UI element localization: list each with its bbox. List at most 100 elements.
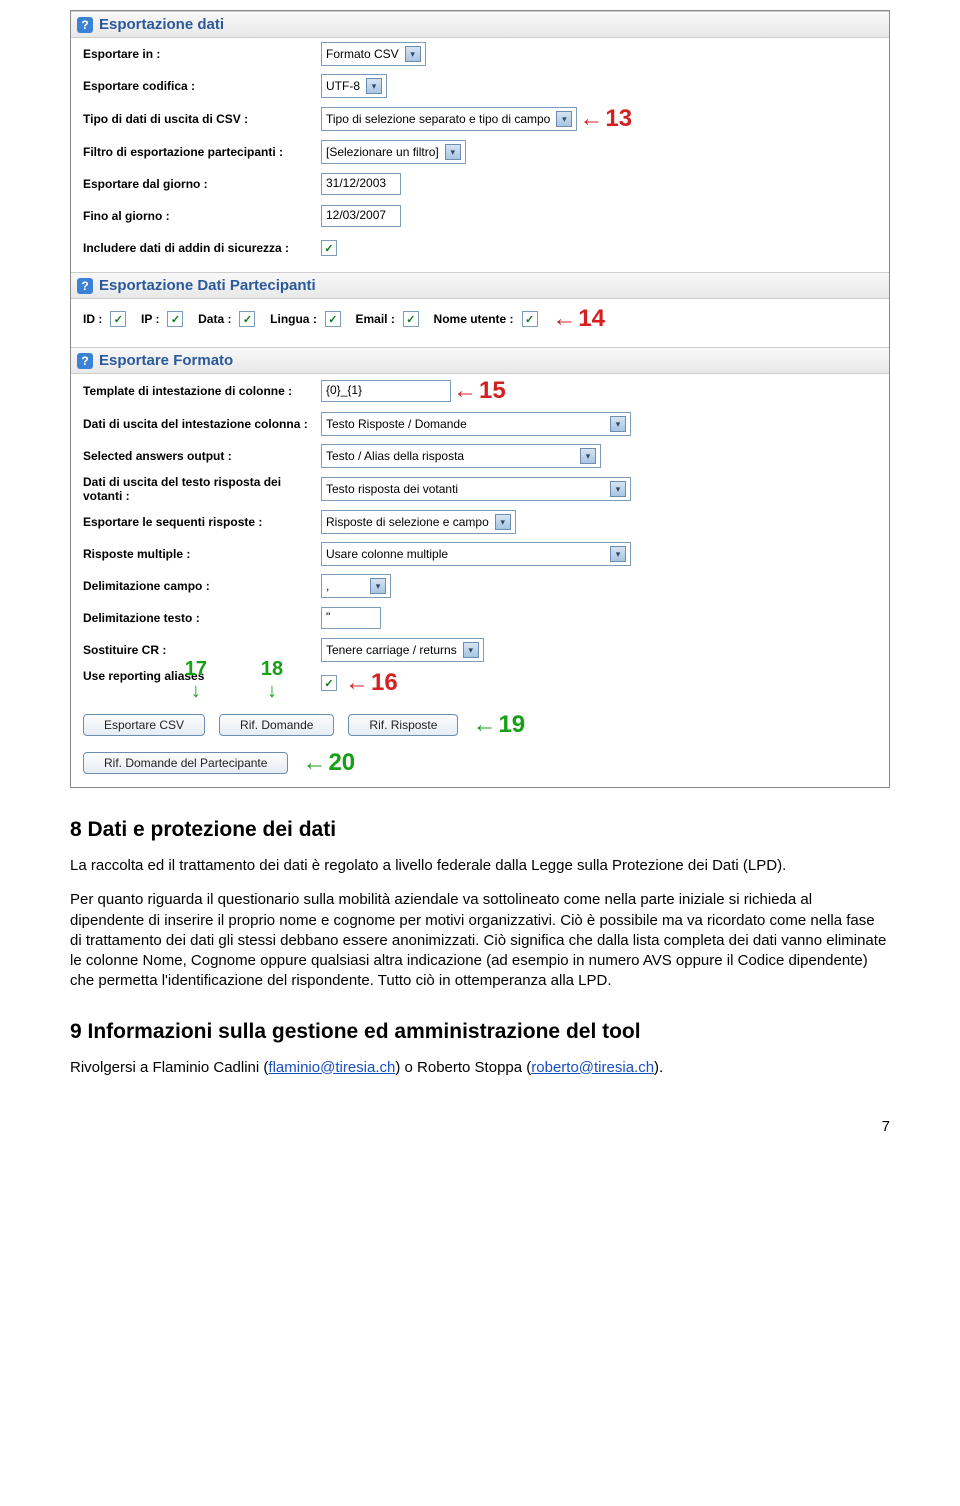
chevron-down-icon: ▾ <box>556 111 572 127</box>
row-field-delim: Delimitazione campo : , ▾ <box>71 570 889 602</box>
callout-17: 17 ↓ <box>185 658 207 701</box>
select-cr[interactable]: Tenere carriage / returns ▾ <box>321 638 484 662</box>
rif-risposte-button[interactable]: Rif. Risposte <box>348 714 458 736</box>
row-encoding: Esportare codifica : UTF-8 ▾ <box>71 70 889 102</box>
input-to-day[interactable]: 12/03/2007 <box>321 205 401 227</box>
button-row-2: Rif. Domande del Partecipante ← 20 <box>71 745 889 787</box>
checkbox-lang[interactable]: ✓ <box>325 311 341 327</box>
chevron-down-icon: ▾ <box>610 416 626 432</box>
label: Dati di uscita del testo risposta dei vo… <box>83 475 321 503</box>
chevron-down-icon: ▾ <box>610 481 626 497</box>
arrow-down-icon: ↓ <box>267 681 277 701</box>
select-csv-type[interactable]: Tipo di selezione separato e tipo di cam… <box>321 107 577 131</box>
select-export-responses[interactable]: Risposte di selezione e campo ▾ <box>321 510 516 534</box>
label: Selected answers output : <box>83 449 321 463</box>
help-icon[interactable]: ? <box>77 17 93 33</box>
chevron-down-icon: ▾ <box>610 546 626 562</box>
select-filter[interactable]: [Selezionare un filtro] ▾ <box>321 140 466 164</box>
rif-domande-partecipante-button[interactable]: Rif. Domande del Partecipante <box>83 752 288 774</box>
label: Esportare le sequenti risposte : <box>83 515 321 529</box>
label-data: Data : <box>198 312 231 326</box>
page-number: 7 <box>0 1118 890 1135</box>
label-email: Email : <box>356 312 395 326</box>
label: Delimitazione testo : <box>83 611 321 625</box>
row-export-in: Esportare in : Formato CSV ▾ <box>71 38 889 70</box>
row-multiple: Risposte multiple : Usare colonne multip… <box>71 538 889 570</box>
row-text-delim: Delimitazione testo : " <box>71 602 889 634</box>
label: Template di intestazione di colonne : <box>83 384 321 398</box>
arrow-left-icon: ← <box>345 671 369 695</box>
chevron-down-icon: ▾ <box>405 46 421 62</box>
button-row-1: Esportare CSV Rif. Domande Rif. Risposte… <box>71 701 889 745</box>
label: Esportare dal giorno : <box>83 177 321 191</box>
email-link-flaminio[interactable]: flaminio@tiresia.ch <box>268 1059 395 1076</box>
chevron-down-icon: ▾ <box>463 642 479 658</box>
row-col-header: Dati di uscita del intestazione colonna … <box>71 408 889 440</box>
rif-domande-button[interactable]: Rif. Domande <box>219 714 334 736</box>
label: Tipo di dati di uscita di CSV : <box>83 112 321 126</box>
checkbox-email[interactable]: ✓ <box>403 311 419 327</box>
arrow-left-icon: ← <box>453 379 477 403</box>
select-encoding[interactable]: UTF-8 ▾ <box>321 74 387 98</box>
label: Esportare codifica : <box>83 79 321 93</box>
label: Fino al giorno : <box>83 209 321 223</box>
chevron-down-icon: ▾ <box>445 144 461 160</box>
heading-8: 8 Dati e protezione dei dati <box>70 818 890 842</box>
callout-13: ← 13 <box>579 105 632 133</box>
chevron-down-icon: ▾ <box>366 78 382 94</box>
label: Risposte multiple : <box>83 547 321 561</box>
document-body: 8 Dati e protezione dei dati La raccolta… <box>70 818 890 1078</box>
section-header-format: ? Esportare Formato <box>71 347 889 374</box>
row-addin: Includere dati di addin di sicurezza : ✓ <box>71 232 889 264</box>
checkbox-addin[interactable]: ✓ <box>321 240 337 256</box>
row-export-responses: Esportare le sequenti risposte : Rispost… <box>71 506 889 538</box>
label: Delimitazione campo : <box>83 579 321 593</box>
checkbox-username[interactable]: ✓ <box>522 311 538 327</box>
input-text-delim[interactable]: " <box>321 607 381 629</box>
section-title: Esportazione dati <box>99 16 224 33</box>
paragraph-contacts: Rivolgersi a Flaminio Cadlini (flaminio@… <box>70 1058 890 1078</box>
arrow-left-icon: ← <box>302 751 326 775</box>
paragraph: Per quanto riguarda il questionario sull… <box>70 890 890 991</box>
row-filter: Filtro di esportazione partecipanti : [S… <box>71 136 889 168</box>
checkbox-data[interactable]: ✓ <box>239 311 255 327</box>
email-link-roberto[interactable]: roberto@tiresia.ch <box>531 1059 654 1076</box>
select-field-delim[interactable]: , ▾ <box>321 574 391 598</box>
checkbox-ip[interactable]: ✓ <box>167 311 183 327</box>
label-id: ID : <box>83 312 102 326</box>
section-header-participants: ? Esportazione Dati Partecipanti <box>71 272 889 299</box>
label-ip: IP : <box>141 312 159 326</box>
select-answers-out[interactable]: Testo / Alias della risposta ▾ <box>321 444 601 468</box>
callout-19: ← 19 <box>472 711 525 739</box>
select-multiple[interactable]: Usare colonne multiple ▾ <box>321 542 631 566</box>
callout-14: ← 14 <box>552 305 605 333</box>
arrow-down-icon: ↓ <box>191 681 201 701</box>
export-csv-button[interactable]: Esportare CSV <box>83 714 205 736</box>
input-template[interactable]: {0}_{1} <box>321 380 451 402</box>
row-from-day: Esportare dal giorno : 31/12/2003 <box>71 168 889 200</box>
export-settings-screenshot: ? Esportazione dati Esportare in : Forma… <box>70 10 890 788</box>
label: Sostituire CR : <box>83 643 321 657</box>
arrow-left-icon: ← <box>579 107 603 131</box>
arrow-left-icon: ← <box>472 713 496 737</box>
row-csv-type: Tipo di dati di uscita di CSV : Tipo di … <box>71 102 889 136</box>
heading-9: 9 Informazioni sulla gestione ed amminis… <box>70 1020 890 1044</box>
callout-16: ← 16 <box>345 669 398 697</box>
select-voter-text[interactable]: Testo risposta dei votanti ▾ <box>321 477 631 501</box>
input-from-day[interactable]: 31/12/2003 <box>321 173 401 195</box>
select-col-header[interactable]: Testo Risposte / Domande ▾ <box>321 412 631 436</box>
select-export-format[interactable]: Formato CSV ▾ <box>321 42 426 66</box>
help-icon[interactable]: ? <box>77 278 93 294</box>
callout-18: 18 ↓ <box>261 658 283 701</box>
row-template: Template di intestazione di colonne : {0… <box>71 374 889 408</box>
row-voter-text: Dati di uscita del testo risposta dei vo… <box>71 472 889 506</box>
chevron-down-icon: ▾ <box>495 514 511 530</box>
checkbox-id[interactable]: ✓ <box>110 311 126 327</box>
label-lang: Lingua : <box>270 312 317 326</box>
checkbox-aliases[interactable]: ✓ <box>321 675 337 691</box>
chevron-down-icon: ▾ <box>370 578 386 594</box>
label-username: Nome utente : <box>434 312 514 326</box>
label: Dati di uscita del intestazione colonna … <box>83 417 321 431</box>
help-icon[interactable]: ? <box>77 353 93 369</box>
section-title: Esportare Formato <box>99 352 233 369</box>
